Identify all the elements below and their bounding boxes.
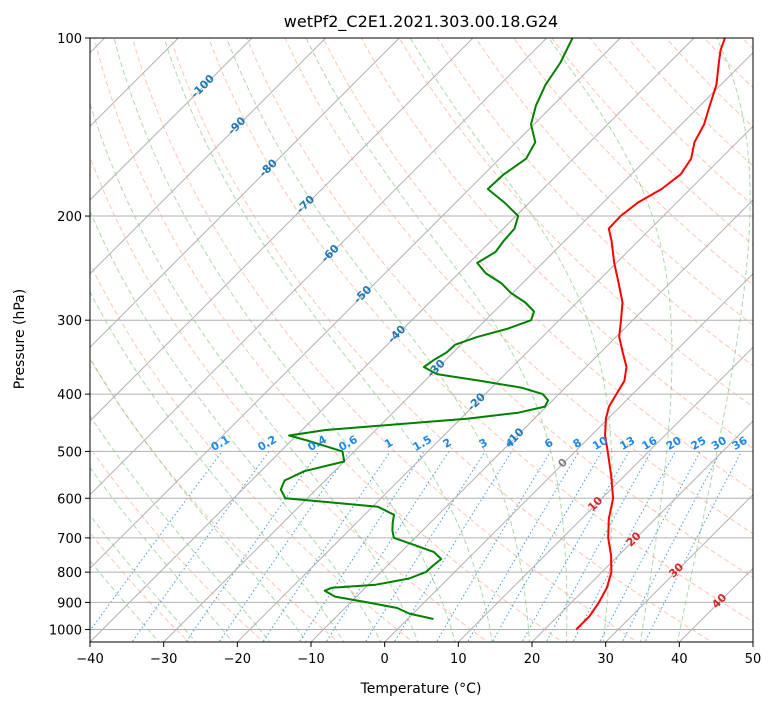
isotherm <box>0 25 192 645</box>
mixing-ratio-line <box>599 451 701 644</box>
isotherm <box>456 25 775 645</box>
dry-adiabat <box>16 25 416 645</box>
isotherm-label: -40 <box>385 322 408 345</box>
x-tick-label: 20 <box>524 652 541 667</box>
isotherm-label: -70 <box>294 193 317 216</box>
x-tick-label: −10 <box>297 652 324 667</box>
x-tick-label: 10 <box>450 652 467 667</box>
moist-adiabat <box>8 38 346 644</box>
dry-adiabat <box>279 25 775 645</box>
isotherm <box>0 25 265 645</box>
x-tick-label: 50 <box>745 652 762 667</box>
mixing-ratio-label: 30 <box>709 434 729 453</box>
moist-adiabat <box>114 38 456 644</box>
y-tick-label: 800 <box>57 566 82 581</box>
mixing-ratio-label: 0.4 <box>306 433 330 454</box>
temperature-line <box>576 38 725 630</box>
mixing-ratio-label: 1 <box>382 436 395 451</box>
moist-adiabat <box>164 38 493 644</box>
dry-adiabat <box>730 25 775 645</box>
isotherm-label: -80 <box>257 156 280 179</box>
dry-adiabat <box>354 25 775 645</box>
isotherm <box>309 25 775 645</box>
y-axis-label: Pressure (hPa) <box>12 289 28 389</box>
dry-adiabat <box>580 25 775 645</box>
isotherm <box>751 25 775 645</box>
mixing-ratio-label: 0.2 <box>256 433 279 454</box>
dry-adiabat <box>0 25 266 645</box>
isotherm <box>0 25 339 645</box>
moist-adiabat <box>0 38 309 644</box>
y-tick-label: 200 <box>57 210 82 225</box>
isotherm-label: -90 <box>225 114 248 137</box>
dry-adiabat <box>768 25 775 645</box>
isotherm <box>235 25 775 645</box>
x-tick-label: −30 <box>150 652 177 667</box>
isotherm-label: 20 <box>624 529 644 549</box>
dry-adiabat <box>242 25 775 645</box>
isotherm <box>0 25 413 645</box>
isotherm-label: 0 <box>555 455 570 470</box>
x-tick-label: 0 <box>381 652 389 667</box>
mixing-ratio-label: 3 <box>477 436 490 451</box>
mixing-ratio-line <box>572 451 676 644</box>
mixing-ratio-line <box>130 451 269 644</box>
mixing-ratio-label: 25 <box>689 434 709 453</box>
mixing-ratio-line <box>325 451 449 644</box>
isotherm-label: -100 <box>188 72 217 101</box>
mixing-ratio-label: 36 <box>730 434 750 453</box>
mixing-ratio-line <box>217 451 349 644</box>
dry-adiabat <box>0 25 341 645</box>
isotherm-label: -50 <box>351 283 374 306</box>
isotherm-label: 30 <box>666 560 686 580</box>
isotherm <box>382 25 775 645</box>
y-tick-label: 100 <box>57 32 82 47</box>
mixing-ratio-line <box>644 451 742 644</box>
isotherm-label: -30 <box>425 357 448 380</box>
moist-adiabat <box>410 38 612 644</box>
dry-adiabat <box>655 25 775 645</box>
isotherm <box>14 25 634 645</box>
dry-adiabat <box>692 25 775 645</box>
isotherm-label: -60 <box>319 242 342 265</box>
y-tick-label: 600 <box>57 492 82 507</box>
isotherm-label: 40 <box>709 591 729 611</box>
x-axis-label: Temperature (°C) <box>360 681 482 697</box>
y-tick-label: 300 <box>57 314 82 329</box>
mixing-ratio-label: 16 <box>640 434 660 453</box>
y-tick-label: 400 <box>57 388 82 403</box>
x-tick-label: 40 <box>671 652 688 667</box>
mixing-ratio-line <box>80 451 222 644</box>
dry-adiabat <box>129 25 641 645</box>
dry-adiabat <box>0 25 191 645</box>
chart-title: wetPf2_C2E1.2021.303.00.18.G24 <box>284 12 558 32</box>
x-tick-label: −20 <box>224 652 251 667</box>
moist-adiabat <box>0 38 198 644</box>
y-tick-label: 1000 <box>49 623 82 638</box>
isotherm <box>603 25 775 645</box>
y-tick-label: 900 <box>57 596 82 611</box>
moist-adiabat <box>73 38 419 644</box>
x-tick-label: 30 <box>597 652 614 667</box>
y-tick-label: 700 <box>57 532 82 547</box>
mixing-ratio-line <box>466 451 579 644</box>
dry-adiabat <box>429 25 775 645</box>
dry-adiabat <box>54 25 491 645</box>
isotherm <box>161 25 775 645</box>
x-tick-label: −40 <box>76 652 103 667</box>
mixing-ratio-label: 1.5 <box>411 433 434 454</box>
y-tick-label: 500 <box>57 445 82 460</box>
mixing-ratio-label: 6 <box>542 436 555 451</box>
